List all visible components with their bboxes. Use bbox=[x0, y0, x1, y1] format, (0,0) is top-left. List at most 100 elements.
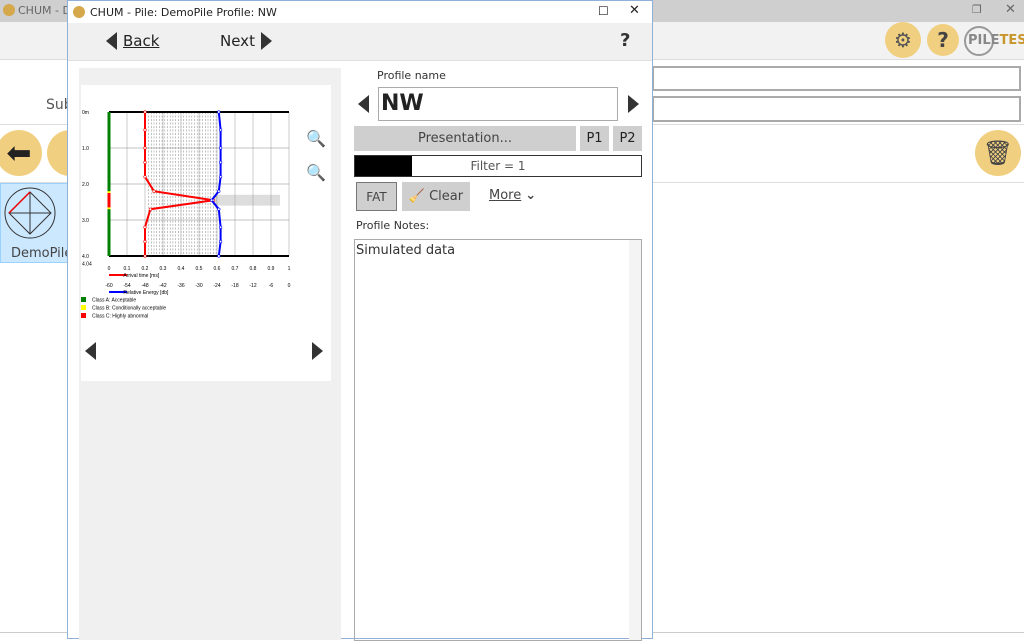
depth-tick-label: 3.0 bbox=[82, 218, 89, 224]
class-legend-label: Class C: Highly abnormal bbox=[92, 314, 148, 320]
pile-profile-chart: 0m 1.0 2.0 3.0 4.04.04 0 0.1 0.2 0.3 0.4 0.5 0.6 0.7… bbox=[81, 110, 291, 320]
x2-tick-label: -36 bbox=[177, 283, 184, 289]
profile-dialog: CHUM - Pile: DemoPile Profile: NW ☐ ✕ Ba… bbox=[67, 0, 653, 641]
series-point bbox=[143, 254, 147, 258]
series-point bbox=[219, 146, 223, 150]
x-tick-label: 0.5 bbox=[196, 266, 203, 272]
depth-tick-label: 1.0 bbox=[82, 146, 89, 152]
restore-icon[interactable]: ❐ bbox=[972, 3, 982, 16]
x2-tick-label: -30 bbox=[195, 283, 202, 289]
app-icon bbox=[73, 6, 85, 18]
depth-tick-label: 4.04 bbox=[82, 261, 92, 267]
series-point bbox=[219, 240, 223, 244]
filter-label: Filter = 1 bbox=[470, 159, 526, 173]
dialog-title: CHUM - Pile: DemoPile Profile: NW bbox=[90, 5, 277, 19]
x2-tick-label: -24 bbox=[213, 283, 220, 289]
previous-chart-arrow[interactable] bbox=[85, 342, 96, 360]
filter-slider[interactable]: Filter = 1 bbox=[354, 155, 642, 177]
profile-notes-label: Profile Notes: bbox=[356, 219, 430, 232]
pile-diamond-icon bbox=[4, 187, 56, 239]
maximize-icon[interactable]: ☐ bbox=[598, 4, 609, 18]
pile-tile-demopile[interactable]: DemoPile bbox=[0, 183, 72, 263]
next-button[interactable]: Next bbox=[220, 32, 272, 50]
next-arrow-icon bbox=[260, 32, 272, 50]
more-button[interactable]: More ⌄ bbox=[489, 188, 537, 203]
class-legend-label: Class B: Conditionally acceptable bbox=[92, 306, 166, 312]
tile-label: DemoPile bbox=[11, 246, 73, 261]
chart-card: 0m 1.0 2.0 3.0 4.0 4.04 0 0.1 0.2 0.3 0.4 0.5 0.6 0.7… bbox=[81, 85, 331, 381]
x-tick-label: 0.9 bbox=[268, 266, 275, 272]
help-button[interactable]: ? bbox=[620, 30, 631, 51]
app-icon bbox=[3, 4, 15, 16]
x2-tick-label: 0 bbox=[288, 283, 291, 289]
zoom-fit-icon[interactable]: 🔍 bbox=[306, 129, 326, 148]
piletest-logo bbox=[964, 26, 994, 56]
previous-profile-arrow[interactable] bbox=[358, 95, 369, 113]
depth-tick-label: 0m bbox=[82, 110, 89, 116]
series-point bbox=[148, 207, 152, 211]
series-point bbox=[152, 189, 156, 193]
trash-icon[interactable]: 🗑 bbox=[975, 130, 1021, 176]
profile-notes-textarea[interactable]: Simulated data bbox=[354, 239, 642, 641]
background-input-2[interactable] bbox=[652, 96, 1021, 122]
back-arrow-icon bbox=[106, 32, 117, 50]
fat-button[interactable]: FAT bbox=[356, 182, 397, 211]
x-tick-label: 0.2 bbox=[142, 266, 149, 272]
clear-button[interactable]: 🧹 Clear bbox=[402, 182, 470, 211]
anomaly-trace bbox=[213, 194, 280, 206]
profile-name-label: Profile name bbox=[377, 69, 446, 82]
x-tick-label: 1 bbox=[288, 266, 291, 272]
back-arrow-icon[interactable]: ⬅ bbox=[0, 130, 42, 176]
legend-label: Relative Energy [db] bbox=[123, 290, 169, 296]
zoom-in-icon[interactable]: 🔍 bbox=[306, 163, 326, 182]
x2-tick-label: -18 bbox=[231, 283, 238, 289]
class-legend-label: Class A: Acceptable bbox=[92, 298, 136, 304]
class-legend-swatch bbox=[81, 313, 86, 318]
series-point bbox=[143, 175, 147, 179]
next-chart-arrow[interactable] bbox=[312, 342, 323, 360]
close-icon[interactable]: ✕ bbox=[1005, 2, 1016, 17]
dialog-toolbar: Back Next ? bbox=[68, 23, 652, 61]
depth-tick-label: 2.0 bbox=[82, 182, 89, 188]
x-tick-label: 0.6 bbox=[214, 266, 221, 272]
x-tick-label: 0.8 bbox=[250, 266, 257, 272]
class-bar-a bbox=[107, 112, 111, 256]
piletest-logo-text: PILETEST bbox=[968, 33, 1024, 48]
series-point bbox=[143, 110, 147, 114]
legend-label: Arrival time [ms] bbox=[123, 273, 159, 279]
x2-tick-label: -12 bbox=[249, 283, 256, 289]
series-point bbox=[219, 225, 223, 229]
back-button[interactable]: Back bbox=[106, 32, 159, 50]
class-legend-swatch bbox=[81, 305, 86, 310]
chevron-down-icon: ⌄ bbox=[525, 188, 537, 203]
notes-scrollbar[interactable] bbox=[629, 240, 641, 640]
x2-tick-label: -48 bbox=[141, 283, 148, 289]
settings-gears-icon[interactable]: ⚙ bbox=[885, 22, 921, 58]
sub-label: Sub bbox=[46, 97, 73, 113]
series-point bbox=[217, 254, 221, 258]
x-tick-label: 0.3 bbox=[160, 266, 167, 272]
x-tick-label: 0.4 bbox=[178, 266, 185, 272]
series-point bbox=[217, 110, 221, 114]
p2-button[interactable]: P2 bbox=[613, 126, 642, 151]
next-profile-arrow[interactable] bbox=[628, 95, 639, 113]
depth-tick-label: 4.0 bbox=[82, 254, 89, 260]
class-legend-swatch bbox=[81, 297, 86, 302]
series-point bbox=[217, 207, 221, 211]
close-icon[interactable]: ✕ bbox=[629, 3, 640, 18]
background-input-1[interactable] bbox=[652, 66, 1021, 91]
x2-tick-label: -54 bbox=[123, 283, 130, 289]
series-point bbox=[219, 160, 223, 164]
series-point bbox=[210, 198, 214, 202]
presentation-button[interactable]: Presentation... bbox=[354, 126, 576, 151]
broom-icon: 🧹 bbox=[408, 189, 426, 204]
profile-name-input[interactable]: NW bbox=[378, 87, 618, 121]
series-point bbox=[143, 240, 147, 244]
series-point bbox=[219, 128, 223, 132]
series-point bbox=[143, 128, 147, 132]
series-point bbox=[219, 175, 223, 179]
p1-button[interactable]: P1 bbox=[580, 126, 609, 151]
help-icon[interactable]: ? bbox=[927, 24, 959, 56]
series-point bbox=[143, 160, 147, 164]
x-tick-label: 0.1 bbox=[124, 266, 131, 272]
